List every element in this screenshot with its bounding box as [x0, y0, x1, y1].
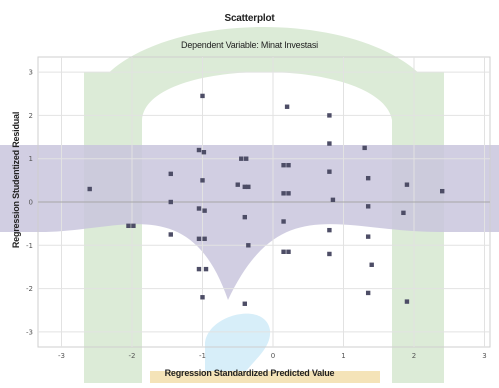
- data-point: [401, 210, 406, 216]
- x-tick-label: -1: [199, 352, 206, 360]
- data-point: [200, 93, 205, 99]
- data-point: [286, 249, 291, 254]
- data-point: [196, 236, 202, 242]
- data-point: [242, 184, 247, 190]
- chart-title: Scatterplot: [224, 13, 275, 24]
- data-point: [201, 150, 207, 155]
- data-point: [365, 204, 371, 209]
- data-point: [203, 266, 209, 272]
- data-point: [369, 262, 374, 267]
- data-point: [196, 147, 202, 153]
- y-axis-label: Regression Studentized Residual: [11, 111, 21, 249]
- data-point: [281, 219, 286, 224]
- watermark-arch-top: [84, 27, 444, 120]
- grid-lines: [37, 56, 491, 348]
- watermark-band: [0, 145, 499, 300]
- data-point: [196, 266, 202, 272]
- y-tick-label: -2: [26, 285, 33, 293]
- data-point: [246, 243, 251, 248]
- data-point: [244, 156, 249, 161]
- y-tick-label: -1: [26, 242, 33, 250]
- watermark-logo: [0, 27, 499, 383]
- data-point: [286, 162, 291, 168]
- x-tick-label: -2: [129, 352, 136, 360]
- data-points: [87, 93, 445, 306]
- data-point: [281, 249, 286, 254]
- data-point: [284, 104, 290, 109]
- y-tick-label: 2: [29, 112, 33, 120]
- data-point: [365, 175, 371, 181]
- data-point: [281, 162, 286, 168]
- data-point: [327, 169, 332, 174]
- data-point: [168, 232, 173, 237]
- data-point: [168, 171, 173, 177]
- y-tick-label: 3: [29, 69, 33, 77]
- axis-ticks: -3 -2 -1 0 1 2 3 -3 -2 -1 0 1 2 3: [26, 69, 487, 360]
- data-point: [327, 251, 332, 257]
- data-point: [242, 301, 247, 306]
- data-point: [327, 113, 332, 118]
- data-point: [202, 236, 207, 242]
- data-point: [196, 206, 202, 211]
- data-point: [202, 208, 207, 213]
- data-point: [200, 178, 205, 183]
- chart-subtitle: Dependent Variable: Minat Investasi: [181, 40, 318, 50]
- x-tick-label: 0: [271, 352, 275, 360]
- data-point: [327, 141, 332, 146]
- data-point: [362, 145, 367, 151]
- data-point: [246, 184, 251, 190]
- watermark-gold-strip: [150, 371, 380, 383]
- x-axis-label: Regression Standardized Predicted Value: [164, 368, 335, 378]
- data-point: [239, 156, 244, 161]
- x-tick-label: 1: [341, 352, 345, 360]
- data-point: [168, 199, 173, 205]
- data-point: [404, 299, 410, 304]
- y-tick-label: -3: [26, 328, 33, 336]
- data-point: [286, 191, 291, 196]
- x-tick-label: 3: [482, 352, 486, 360]
- data-point: [365, 234, 371, 239]
- data-point: [365, 290, 371, 296]
- data-point: [235, 182, 240, 187]
- data-point: [200, 295, 205, 300]
- data-point: [330, 197, 336, 203]
- x-tick-label: -3: [58, 352, 65, 360]
- data-point: [327, 227, 332, 233]
- data-point: [281, 191, 286, 196]
- data-point: [131, 223, 136, 229]
- x-tick-label: 2: [412, 352, 416, 360]
- data-point: [87, 186, 92, 192]
- y-tick-label: 0: [29, 199, 33, 207]
- data-point: [404, 182, 410, 187]
- data-point: [126, 223, 131, 229]
- data-point: [242, 214, 247, 220]
- data-point: [440, 188, 445, 194]
- y-tick-label: 1: [29, 155, 33, 163]
